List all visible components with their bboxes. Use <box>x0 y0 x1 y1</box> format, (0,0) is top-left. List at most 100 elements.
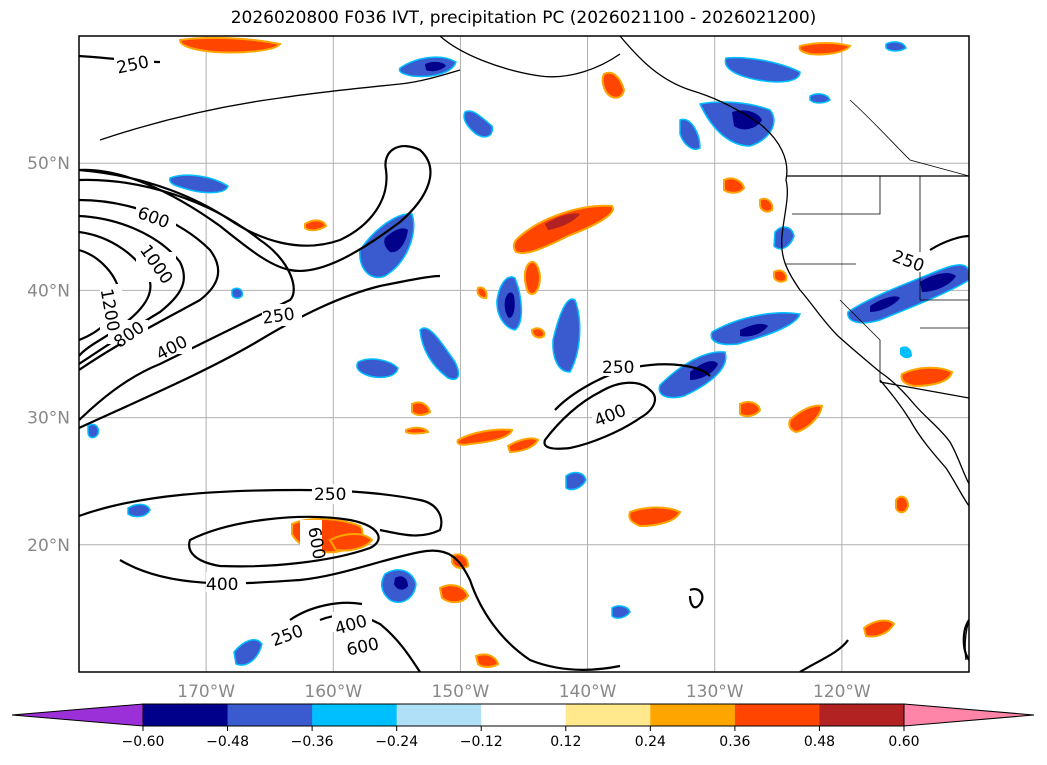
precip-blob-pos <box>739 401 762 418</box>
colorbar-tick-label: −0.36 <box>291 734 334 750</box>
colorbar-segment <box>734 704 820 726</box>
colorbar: −0.60 −0.48 −0.36 −0.24 −0.12 0.12 0.24 0.36 0.4… <box>11 703 1035 750</box>
ivt-contour <box>79 178 295 421</box>
longitude-tick-label: 150°W <box>432 682 490 702</box>
precip-blob-neg <box>885 41 907 52</box>
precip-blob-neg <box>127 503 151 518</box>
border-us-mexico <box>879 381 969 399</box>
coastline-aleutians <box>99 69 461 141</box>
precip-blob-pos <box>438 584 470 604</box>
precip-blob-neg <box>463 110 494 138</box>
precip-blob-pos <box>405 426 430 435</box>
longitude-tick-label: 120°W <box>813 682 871 702</box>
precip-blob-neg <box>356 358 399 379</box>
precip-blob-pos <box>773 269 788 283</box>
coastline-north-america <box>619 36 969 485</box>
colorbar-tick-label: 0.48 <box>804 734 835 750</box>
colorbar-segment <box>143 704 229 726</box>
ivt-contour <box>543 381 657 450</box>
precip-blob-neg <box>565 471 587 491</box>
precip-blob-pos <box>474 653 500 668</box>
precip-blob-pos <box>601 71 626 99</box>
precip-blob-neg <box>732 110 762 130</box>
precip-blob-pos <box>530 327 546 339</box>
precip-blob-neg <box>920 273 956 292</box>
state-borders <box>786 99 969 382</box>
precip-blob-neg <box>773 226 795 250</box>
precip-blob-pos <box>900 366 954 388</box>
colorbar-segment <box>481 704 567 726</box>
map-frame <box>78 35 970 673</box>
precip-blob-neg <box>870 296 900 312</box>
precip-blob-pos <box>545 213 580 230</box>
precip-blob-neg <box>740 323 768 337</box>
precip-negative-anomalies <box>87 41 969 666</box>
latitude-tick-label: 40°N <box>27 281 70 301</box>
colorbar-segment <box>227 704 313 726</box>
precip-blob-pos <box>456 428 514 446</box>
latitude-tick-label: 20°N <box>27 536 70 556</box>
ivt-contour <box>929 234 969 251</box>
precip-blob-neg <box>425 61 446 72</box>
colorbar-segment <box>312 704 398 726</box>
colorbar-segment <box>565 704 651 726</box>
precip-blob-neg <box>87 423 100 439</box>
precip-blob-neg <box>394 576 408 590</box>
colorbar-tick-label: −0.48 <box>206 734 249 750</box>
longitude-tick-labels: 170°W 160°W 150°W 140°W 130°W 120°W <box>177 682 871 702</box>
ivt-contour <box>688 588 704 609</box>
precip-blob-neg <box>809 93 831 104</box>
precip-blob-pos <box>523 260 542 295</box>
precip-blob-pos <box>411 401 432 416</box>
longitude-tick-label: 140°W <box>559 682 617 702</box>
ivt-contour <box>119 549 621 672</box>
precip-blob-neg <box>231 287 244 299</box>
precip-blob-pos <box>476 286 488 300</box>
contour-label: 250 <box>602 358 634 378</box>
contour-label: 250 <box>261 304 296 328</box>
colorbar-tick-label: −0.12 <box>460 734 503 750</box>
state-border-line <box>792 176 881 215</box>
coastline-alaska <box>439 36 621 78</box>
colorbar-segment <box>819 704 905 726</box>
ivt-contour <box>188 515 380 568</box>
colorbar-tick-label: −0.24 <box>375 734 418 750</box>
precip-blob-neg <box>611 605 631 619</box>
contour-label: 400 <box>206 575 238 595</box>
precip-blob-pos <box>328 533 374 552</box>
precip-blob-pos <box>178 36 282 54</box>
precip-blob-pos <box>862 619 896 638</box>
ivt-contour <box>962 619 969 661</box>
colorbar-extend-min <box>11 703 144 727</box>
map-title: 2026020800 F036 IVT, precipitation PC (2… <box>230 8 817 28</box>
state-border-line <box>849 99 969 177</box>
coastline-baja <box>879 379 969 507</box>
precip-blob-neg <box>419 327 460 380</box>
contour-label: 250 <box>314 485 346 505</box>
precip-blob-neg <box>504 292 515 318</box>
ivt-contour <box>79 488 443 537</box>
graticule <box>79 36 969 672</box>
precip-blob-neg <box>900 346 912 359</box>
colorbar-tick-label: 0.60 <box>888 734 919 750</box>
state-border-line <box>839 299 881 382</box>
precip-blob-neg <box>724 56 801 83</box>
longitude-tick-label: 170°W <box>177 682 235 702</box>
latitude-tick-label: 30°N <box>27 409 70 429</box>
precip-blob-pos <box>759 197 774 213</box>
colorbar-tick-label: −0.60 <box>122 734 165 750</box>
precip-blob-neg <box>679 118 701 150</box>
colorbar-tick-label: 0.12 <box>550 734 581 750</box>
colorbar-frame <box>142 703 905 727</box>
precip-blob-pos <box>895 495 910 514</box>
precip-blob-neg <box>552 298 581 373</box>
longitude-tick-label: 160°W <box>304 682 362 702</box>
coastlines <box>99 36 969 661</box>
precip-blob-neg <box>384 228 408 253</box>
colorbar-segment <box>650 704 736 726</box>
precip-blob-pos <box>788 404 824 434</box>
precip-blob-pos <box>304 219 328 232</box>
precip-blob-pos <box>628 506 682 528</box>
ivt-contour <box>79 230 152 357</box>
